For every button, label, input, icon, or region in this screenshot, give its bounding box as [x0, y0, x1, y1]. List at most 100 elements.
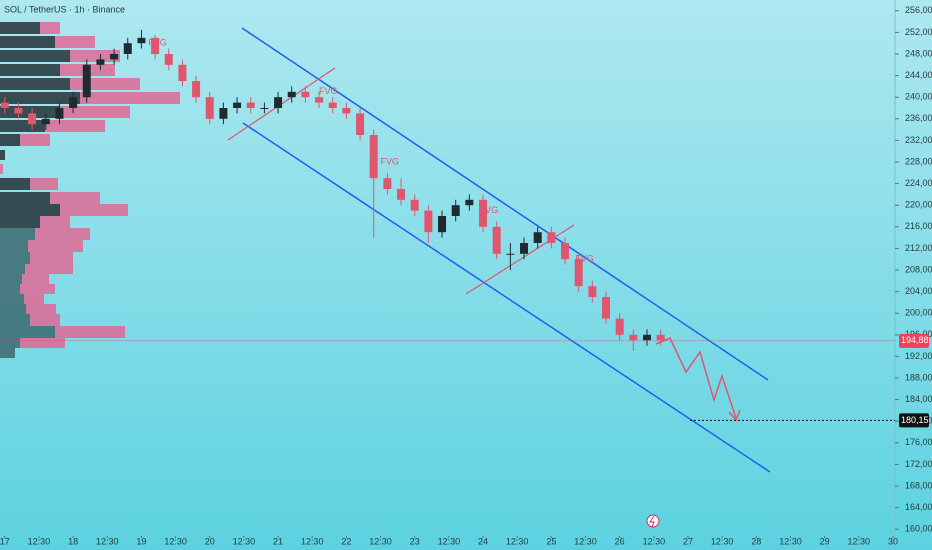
y-tick-label: 252,00 — [905, 27, 932, 37]
y-tick-label: 200,00 — [905, 308, 932, 318]
candle-body — [219, 108, 228, 119]
x-tick-label: 30 — [888, 536, 898, 546]
x-tick-label: 26 — [615, 536, 625, 546]
candle-body — [246, 102, 255, 108]
candle-body — [602, 297, 611, 319]
candle-body — [383, 178, 392, 189]
candle-body — [397, 189, 406, 200]
candle-body — [96, 59, 105, 65]
candle-body — [0, 102, 9, 108]
candle-body — [629, 334, 638, 341]
candle-body — [260, 108, 269, 109]
candle-body — [192, 81, 201, 98]
x-tick-label: 20 — [205, 536, 215, 546]
candle-body — [369, 135, 378, 179]
candle-body — [301, 91, 310, 98]
candle-body — [451, 205, 460, 216]
candle-body — [479, 199, 488, 227]
fvg-label: FVG — [148, 38, 167, 48]
y-tick-label: 232,00 — [905, 135, 932, 145]
volume-profile — [0, 22, 180, 358]
candle-body — [342, 108, 351, 114]
candle-body — [615, 318, 624, 335]
x-tick-label: 12:30 — [301, 536, 324, 546]
y-tick-label: 244,00 — [905, 70, 932, 80]
drawings — [227, 27, 771, 528]
candle-body — [547, 232, 556, 243]
candle-body — [41, 118, 50, 125]
candle-body — [287, 91, 296, 98]
y-tick-label: 164,00 — [905, 502, 932, 512]
chart-title: SOL / TetherUS · 1h · Binance — [4, 4, 125, 14]
y-tick-label: 192,00 — [905, 351, 932, 361]
candle-body — [28, 113, 37, 125]
candle-body — [410, 199, 419, 211]
candle-body — [492, 226, 501, 254]
y-tick-label: 188,00 — [905, 372, 932, 382]
candle-body — [533, 232, 542, 243]
candle-body — [424, 210, 433, 233]
candle-body — [233, 102, 242, 108]
y-tick-label: 160,00 — [905, 524, 932, 534]
candle-body — [110, 54, 119, 60]
y-tick-label: 248,00 — [905, 48, 932, 58]
fvg-label: FVG — [319, 86, 338, 96]
candle-body — [164, 54, 173, 65]
event-icon — [646, 514, 660, 528]
candle-body — [69, 97, 78, 108]
candle-body — [137, 37, 146, 44]
x-tick-label: 23 — [410, 536, 420, 546]
candle-body — [465, 199, 474, 206]
x-tick-label: 12:30 — [574, 536, 597, 546]
x-tick-label: 27 — [683, 536, 693, 546]
candle-body — [588, 286, 597, 297]
x-tick-label: 24 — [478, 536, 488, 546]
candle-body — [123, 43, 132, 54]
price-tag-label: 194,88 — [901, 335, 929, 345]
price-tag — [899, 413, 929, 428]
candle-body — [656, 334, 665, 341]
x-tick-label: 12:30 — [848, 536, 871, 546]
y-tick-label: 212,00 — [905, 243, 932, 253]
candle-body — [205, 97, 214, 119]
x-tick-label: 25 — [546, 536, 556, 546]
y-tick-label: 240,00 — [905, 92, 932, 102]
channel-upper — [241, 27, 769, 381]
trend-line — [465, 224, 575, 295]
candle-body — [561, 243, 570, 260]
candle-body — [178, 64, 187, 81]
candle-body — [520, 243, 529, 254]
y-tick-label: 228,00 — [905, 156, 932, 166]
candle-body — [55, 108, 64, 119]
y-tick-label: 204,00 — [905, 286, 932, 296]
y-tick-label: 168,00 — [905, 480, 932, 490]
channel-lower — [242, 122, 771, 473]
y-tick-label: 216,00 — [905, 221, 932, 231]
y-tick-label: 176,00 — [905, 437, 932, 447]
price-tag — [899, 333, 929, 348]
fvg-label: FVG — [480, 205, 499, 215]
candle-body — [82, 64, 91, 98]
y-tick-label: 224,00 — [905, 178, 932, 188]
x-tick-label: 19 — [136, 536, 146, 546]
x-tick-label: 12:30 — [96, 536, 119, 546]
price-tag-label: 180,15 — [901, 415, 929, 425]
x-tick-label: 12:30 — [779, 536, 802, 546]
fvg-label: FVG — [575, 254, 594, 264]
x-tick-label: 12:30 — [438, 536, 461, 546]
x-tick-label: 12:30 — [233, 536, 256, 546]
y-tick-label: 184,00 — [905, 394, 932, 404]
y-tick-label: 172,00 — [905, 459, 932, 469]
candle-body — [151, 37, 160, 54]
x-tick-label: 29 — [820, 536, 830, 546]
candle-body — [506, 253, 515, 255]
x-tick-label: 12:30 — [711, 536, 734, 546]
x-tick-label: 17 — [0, 536, 10, 546]
candle-body — [356, 113, 365, 135]
y-tick-label: 256,00 — [905, 5, 932, 15]
x-tick-label: 12:30 — [28, 536, 51, 546]
x-tick-label: 12:30 — [506, 536, 529, 546]
